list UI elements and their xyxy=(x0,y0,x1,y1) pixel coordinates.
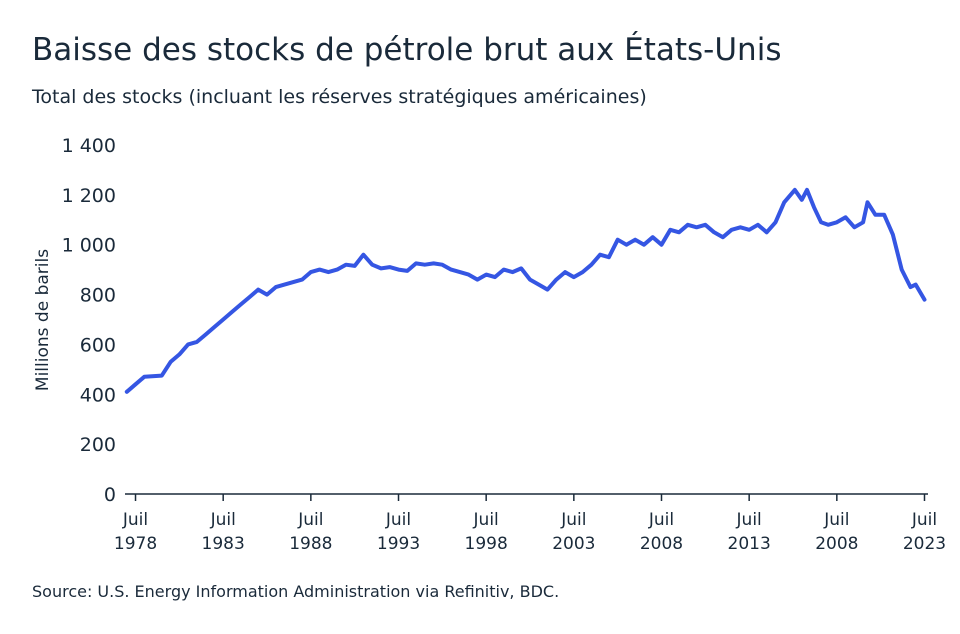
x-tick-label-line: Juil xyxy=(736,510,762,530)
x-tick-label-line: Juil xyxy=(473,510,499,530)
x-tick-label-line: 1988 xyxy=(289,534,332,554)
x-tick-label-line: Juil xyxy=(210,510,236,530)
y-tick-label: 1 000 xyxy=(62,235,116,257)
y-tick-label: 1 400 xyxy=(62,135,116,157)
line xyxy=(124,187,927,394)
x-tick-label-line: 2003 xyxy=(552,534,595,554)
y-tick-label: 0 xyxy=(104,484,116,506)
source: Source: U.S. Energy Information Administ… xyxy=(32,582,559,601)
x-tick-label-line: Juil xyxy=(297,510,323,530)
y-axis-label: Millions de barils xyxy=(33,249,53,391)
x-tick-label: Juil 2008 xyxy=(640,510,683,554)
x-tick-label: Juil 1998 xyxy=(465,510,508,554)
x-tick-label-line: 1998 xyxy=(465,534,508,554)
x-tick-label: Juil 2008 xyxy=(815,510,858,554)
x-tick-label: Juil 2023 xyxy=(903,510,946,554)
x-tick-label-line: 1978 xyxy=(114,534,157,554)
x-tick-label-line: 2013 xyxy=(728,534,771,554)
x-tick-label-line: Juil xyxy=(823,510,849,530)
x-tick-label: Juil 1983 xyxy=(202,510,245,554)
x-tick-label: Juil 2003 xyxy=(552,510,595,554)
x-tick-label-line: Juil xyxy=(122,510,148,530)
x-tick-label: Juil 1988 xyxy=(289,510,332,554)
x-tick-label: Juil 1978 xyxy=(114,510,157,554)
y-tick-label: 200 xyxy=(80,434,116,456)
x-tick-label-line: Juil xyxy=(385,510,411,530)
x-tick-label-line: 2023 xyxy=(903,534,946,554)
x-tick-label-line: Juil xyxy=(648,510,674,530)
x-tick-label-line: Juil xyxy=(560,510,586,530)
x-tick-label: Juil 1993 xyxy=(377,510,420,554)
x-tick-label-line: 1993 xyxy=(377,534,420,554)
y-tick-label: 1 200 xyxy=(62,185,116,207)
chart-title: Baisse des stocks de pétrole brut aux Ét… xyxy=(32,32,781,68)
y-tick-label: 600 xyxy=(80,334,116,356)
x-tick-label: Juil 2013 xyxy=(728,510,771,554)
x-tick-label-line: Juil xyxy=(911,510,937,530)
x-tick-label-line: 1983 xyxy=(202,534,245,554)
x-tick-label-line: 2008 xyxy=(640,534,683,554)
chart-subtitle: Total des stocks (incluant les réserves … xyxy=(31,86,647,108)
y-tick-label: 400 xyxy=(80,384,116,406)
x-tick-label-line: 2008 xyxy=(815,534,858,554)
y-tick-label: 800 xyxy=(80,285,116,307)
